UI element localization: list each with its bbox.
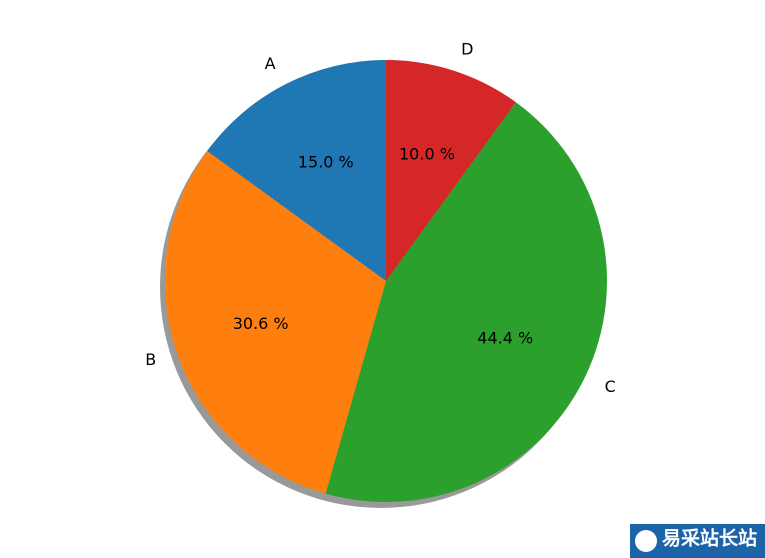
- value-label: 30.6 %: [233, 314, 289, 333]
- pie-wedge: [207, 60, 386, 281]
- watermark: 易采站长站: [630, 524, 765, 558]
- watermark-text: 易采站长站: [662, 527, 757, 550]
- watermark-icon: [635, 530, 657, 552]
- slice-label: B: [145, 350, 156, 369]
- slice-label: A: [265, 54, 276, 73]
- slice-label: C: [605, 377, 616, 396]
- value-label: 15.0 %: [298, 152, 354, 171]
- value-label: 44.4 %: [477, 328, 533, 347]
- slice-label: D: [461, 39, 473, 58]
- value-label: 10.0 %: [399, 144, 455, 163]
- pie-wedge: [386, 59, 516, 281]
- pie-wedge: [325, 102, 608, 502]
- pie-wedge: [165, 151, 386, 494]
